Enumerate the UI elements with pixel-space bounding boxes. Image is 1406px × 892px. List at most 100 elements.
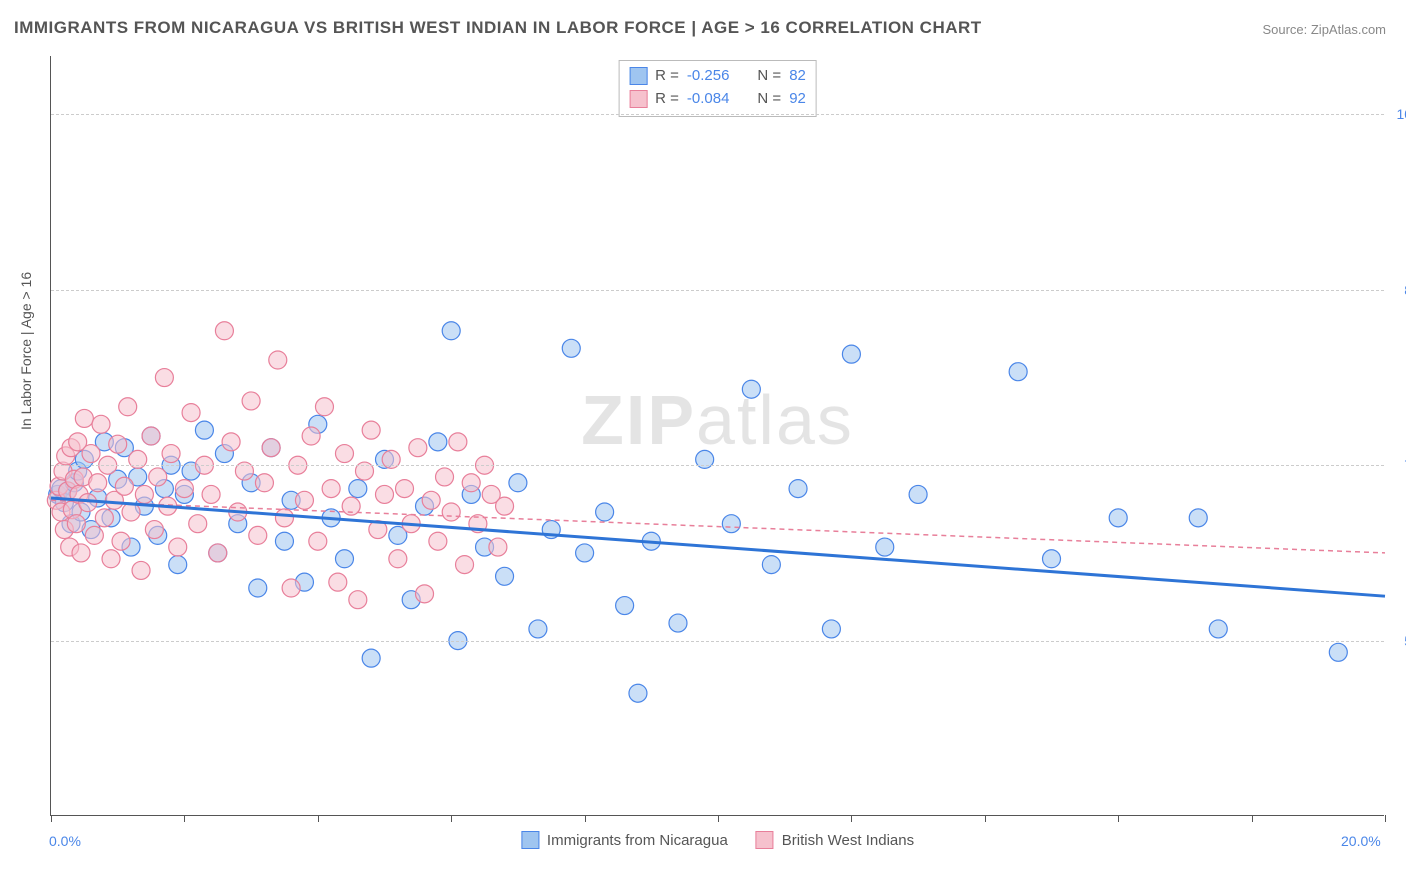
data-point (1329, 643, 1347, 661)
data-point (175, 480, 193, 498)
data-point (169, 556, 187, 574)
data-point (842, 345, 860, 363)
stats-row: R = -0.256N = 82 (629, 65, 806, 88)
source-label: Source: ZipAtlas.com (1262, 22, 1386, 37)
data-point (79, 494, 97, 512)
data-point (429, 433, 447, 451)
data-point (442, 503, 460, 521)
data-point (142, 427, 160, 445)
r-value: -0.256 (687, 65, 730, 88)
data-point (145, 521, 163, 539)
data-point (155, 369, 173, 387)
data-point (109, 435, 127, 453)
data-point (162, 445, 180, 463)
data-point (85, 526, 103, 544)
data-point (1109, 509, 1127, 527)
data-point (1209, 620, 1227, 638)
data-point (335, 550, 353, 568)
data-point (462, 474, 480, 492)
data-point (436, 468, 454, 486)
data-point (102, 550, 120, 568)
data-point (722, 515, 740, 533)
x-tick-label: 20.0% (1341, 833, 1381, 849)
data-point (576, 544, 594, 562)
data-point (89, 474, 107, 492)
chart-svg (51, 56, 1384, 815)
data-point (202, 485, 220, 503)
data-point (322, 480, 340, 498)
data-point (269, 351, 287, 369)
data-point (489, 538, 507, 556)
data-point (112, 532, 130, 550)
gridline (51, 290, 1384, 291)
bottom-legend: Immigrants from NicaraguaBritish West In… (521, 831, 914, 849)
data-point (309, 532, 327, 550)
data-point (249, 579, 267, 597)
data-point (92, 415, 110, 433)
x-tick (585, 815, 586, 822)
gridline (51, 114, 1384, 115)
data-point (1043, 550, 1061, 568)
data-point (789, 480, 807, 498)
x-tick (985, 815, 986, 822)
data-point (669, 614, 687, 632)
data-point (275, 509, 293, 527)
legend-item: Immigrants from Nicaragua (521, 831, 728, 849)
data-point (509, 474, 527, 492)
x-tick (184, 815, 185, 822)
legend-swatch (521, 831, 539, 849)
chart-container: IMMIGRANTS FROM NICARAGUA VS BRITISH WES… (0, 0, 1406, 892)
data-point (1189, 509, 1207, 527)
y-tick-label: 85.0% (1389, 282, 1406, 298)
x-tick (851, 815, 852, 822)
x-tick (1252, 815, 1253, 822)
data-point (822, 620, 840, 638)
data-point (67, 515, 85, 533)
data-point (95, 509, 113, 527)
stats-row: R = -0.084N = 92 (629, 88, 806, 111)
x-tick (318, 815, 319, 822)
data-point (249, 526, 267, 544)
data-point (119, 398, 137, 416)
data-point (349, 591, 367, 609)
data-point (329, 573, 347, 591)
r-label: R = (655, 65, 679, 88)
data-point (115, 477, 133, 495)
data-point (449, 433, 467, 451)
y-tick-label: 100.0% (1389, 106, 1406, 122)
data-point (132, 561, 150, 579)
data-point (262, 439, 280, 457)
gridline (51, 641, 1384, 642)
data-point (349, 480, 367, 498)
data-point (762, 556, 780, 574)
series-swatch (629, 90, 647, 108)
data-point (389, 550, 407, 568)
data-point (416, 585, 434, 603)
data-point (295, 491, 313, 509)
r-label: R = (655, 88, 679, 111)
gridline (51, 465, 1384, 466)
data-point (562, 339, 580, 357)
data-point (876, 538, 894, 556)
data-point (149, 468, 167, 486)
data-point (302, 427, 320, 445)
x-tick (51, 815, 52, 822)
x-tick (1385, 815, 1386, 822)
n-label: N = (757, 88, 781, 111)
y-tick-label: 55.0% (1389, 633, 1406, 649)
x-tick (718, 815, 719, 822)
data-point (456, 556, 474, 574)
chart-title: IMMIGRANTS FROM NICARAGUA VS BRITISH WES… (14, 18, 982, 38)
x-tick-label: 0.0% (49, 833, 81, 849)
data-point (72, 544, 90, 562)
data-point (376, 485, 394, 503)
data-point (335, 445, 353, 463)
stats-box: R = -0.256N = 82R = -0.084N = 92 (618, 60, 817, 117)
data-point (496, 497, 514, 515)
data-point (909, 485, 927, 503)
data-point (255, 474, 273, 492)
data-point (1009, 363, 1027, 381)
n-value: 82 (789, 65, 806, 88)
data-point (496, 567, 514, 585)
data-point (189, 515, 207, 533)
